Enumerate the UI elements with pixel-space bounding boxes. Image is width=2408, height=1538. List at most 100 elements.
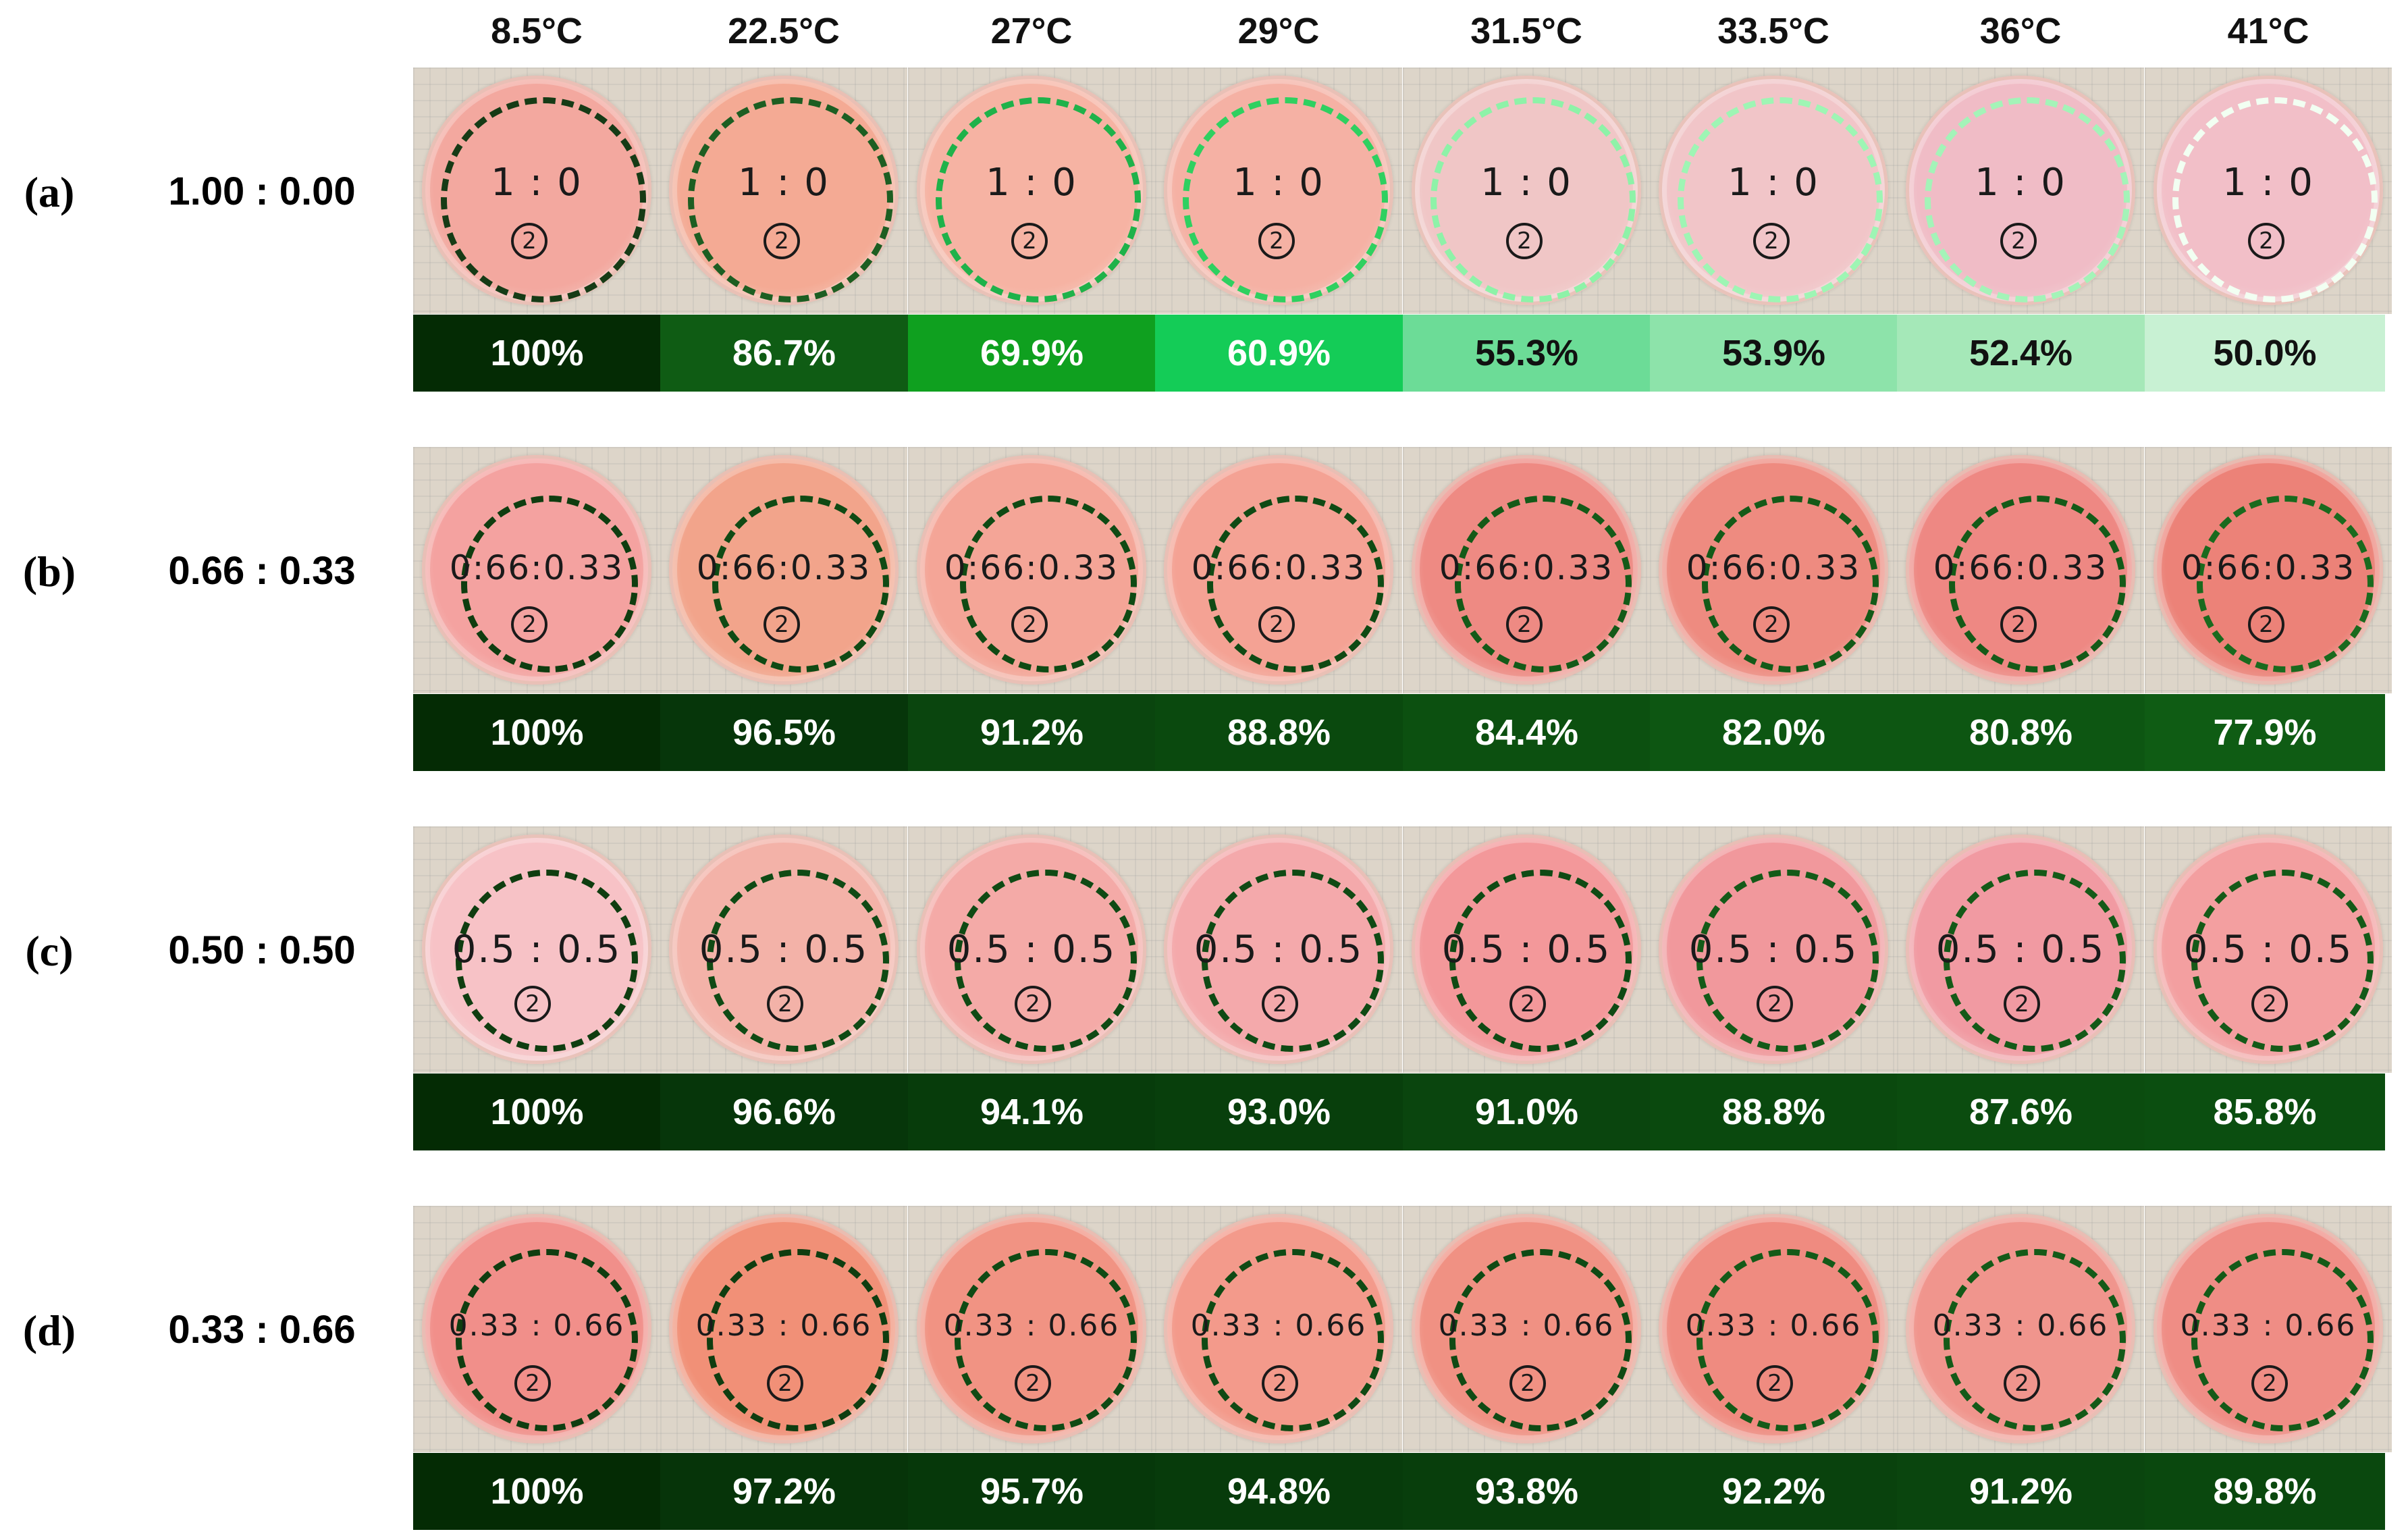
plate-number: 2 [1757, 986, 1793, 1022]
dashed-ring [456, 1249, 638, 1431]
plate-label: 0.5 : 0.5 [1935, 928, 2106, 972]
plate-number: 2 [1506, 606, 1543, 643]
dashed-ring [1449, 1249, 1632, 1431]
plate-photo: 0:66:0.33 2 [660, 447, 907, 693]
plate-number: 2 [1509, 1365, 1546, 1402]
plate-label: 1 : 0 [738, 161, 830, 205]
plate-photo: 0.33 : 0.66 2 [660, 1206, 907, 1452]
dashed-ring [1455, 496, 1632, 672]
percentage-cell: 93.8% [1403, 1453, 1651, 1530]
plate-photo: 0.33 : 0.66 2 [908, 1206, 1155, 1452]
plate-number: 2 [1757, 1365, 1793, 1402]
plate-label: 1 : 0 [2222, 161, 2314, 205]
dashed-ring [712, 496, 889, 672]
plate-photo: 0.5 : 0.5 2 [413, 826, 660, 1073]
row-ratio: 0.50 : 0.50 [168, 928, 356, 972]
row-ratio: 1.00 : 0.00 [168, 169, 356, 213]
plate-photo: 0:66:0.33 2 [413, 447, 660, 693]
plate-photo: 1 : 0 2 [1897, 68, 2144, 314]
dashed-ring [1449, 870, 1632, 1052]
dashed-ring [1944, 870, 2126, 1052]
percentage-cell: 93.0% [1155, 1073, 1403, 1150]
dashed-ring [2191, 870, 2374, 1052]
percentage-cell: 92.2% [1650, 1453, 1898, 1530]
dashed-ring [2172, 97, 2378, 302]
plate-label: 0:66:0.33 [2180, 548, 2356, 587]
percentage-cell: 100% [413, 694, 661, 771]
dashed-ring [707, 870, 889, 1052]
percentage-cell: 91.2% [1897, 1453, 2145, 1530]
plate-label: 0.5 : 0.5 [452, 928, 622, 972]
plate-number: 2 [1258, 606, 1295, 643]
plate-label: 1 : 0 [986, 161, 1077, 205]
plate-label: 0:66:0.33 [944, 548, 1119, 587]
plate-photo: 0.5 : 0.5 2 [1897, 826, 2144, 1073]
plate-number: 2 [1506, 223, 1543, 259]
percentage-cell: 52.4% [1897, 315, 2145, 392]
percentage-cell: 91.2% [908, 694, 1156, 771]
percentage-cell: 84.4% [1403, 694, 1651, 771]
plate-photo: 0.5 : 0.5 2 [2145, 826, 2392, 1073]
temperature-label: 41°C [2227, 11, 2309, 51]
temperature-label: 29°C [1237, 11, 1320, 51]
percentage-cell: 50.0% [2145, 315, 2385, 392]
plate-number: 2 [1509, 986, 1546, 1022]
plate-photo: 0.5 : 0.5 2 [1155, 826, 1402, 1073]
plate-number: 2 [767, 986, 803, 1022]
plate-label: 0.33 : 0.66 [1190, 1308, 1367, 1343]
dashed-ring [1430, 97, 1636, 302]
plate-number: 2 [764, 606, 800, 643]
plate-label: 0.5 : 0.5 [1688, 928, 1858, 972]
plate-label: 0.33 : 0.66 [2180, 1308, 2357, 1343]
percentage-cell: 100% [413, 1453, 661, 1530]
plate-label: 0.5 : 0.5 [1194, 928, 1364, 972]
dashed-ring [955, 870, 1137, 1052]
plate-number: 2 [2000, 223, 2037, 259]
dashed-ring [1696, 1249, 1879, 1431]
plate-number: 2 [1011, 606, 1048, 643]
plate-photo: 1 : 0 2 [660, 68, 907, 314]
percentage-cell: 100% [413, 1073, 661, 1150]
plate-photo: 1 : 0 2 [413, 68, 660, 314]
plate-number: 2 [514, 1365, 551, 1402]
plate-label: 1 : 0 [1728, 161, 1819, 205]
dashed-ring [441, 97, 646, 302]
percentage-cell: 89.8% [2145, 1453, 2385, 1530]
dashed-ring [461, 496, 638, 672]
plate-photo: 1 : 0 2 [908, 68, 1155, 314]
dashed-ring [1678, 97, 1883, 302]
plate-photo: 0.5 : 0.5 2 [908, 826, 1155, 1073]
plate-label: 0.33 : 0.66 [1438, 1308, 1615, 1343]
plate-number: 2 [2251, 1365, 2288, 1402]
plate-number: 2 [1015, 986, 1051, 1022]
percentage-cell: 60.9% [1155, 315, 1403, 392]
plate-label: 0.5 : 0.5 [2183, 928, 2353, 972]
plate-label: 1 : 0 [1975, 161, 2066, 205]
dashed-ring [955, 1249, 1137, 1431]
plate-number: 2 [1753, 223, 1790, 259]
plate-number: 2 [2004, 986, 2040, 1022]
row-letter: (d) [22, 1306, 76, 1354]
row-letter: (a) [24, 168, 75, 216]
plate-label: 0.5 : 0.5 [1441, 928, 1611, 972]
dashed-ring [1925, 97, 2130, 302]
plate-number: 2 [511, 606, 547, 643]
plate-photo: 0:66:0.33 2 [2145, 447, 2392, 693]
dashed-ring [2191, 1249, 2374, 1431]
plate-number: 2 [2248, 223, 2284, 259]
plate-label: 1 : 0 [1233, 161, 1325, 205]
percentage-cell: 85.8% [2145, 1073, 2385, 1150]
row-ratio: 0.33 : 0.66 [168, 1308, 356, 1352]
temperature-label: 36°C [1979, 11, 2062, 51]
plate-number: 2 [2248, 606, 2284, 643]
plate-label: 0:66:0.33 [449, 548, 624, 587]
plate-number: 2 [2251, 986, 2288, 1022]
dashed-ring [1944, 1249, 2126, 1431]
plate-label: 1 : 0 [491, 161, 583, 205]
plate-label: 0.5 : 0.5 [699, 928, 869, 972]
plate-photo: 0.33 : 0.66 2 [1650, 1206, 1897, 1452]
dashed-ring [936, 97, 1141, 302]
row-letter: (c) [25, 927, 74, 975]
plate-number: 2 [2000, 606, 2037, 643]
plate-number: 2 [1011, 223, 1048, 259]
